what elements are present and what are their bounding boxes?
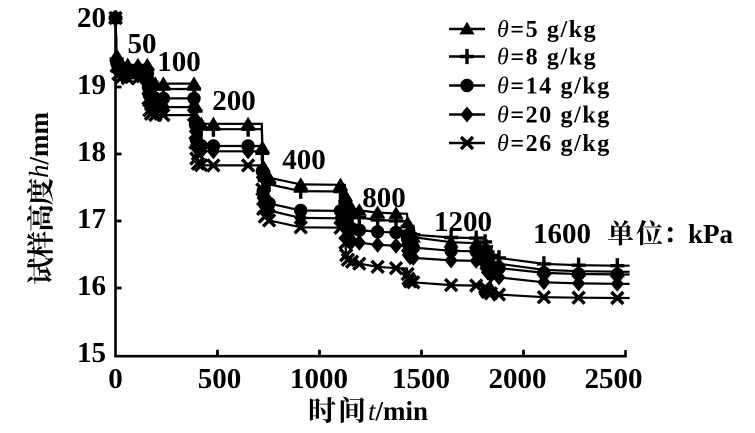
svg-text:2000: 2000 bbox=[489, 363, 547, 395]
svg-text:θ=26 g/kg: θ=26 g/kg bbox=[497, 131, 611, 157]
svg-text:h/mm: h/mm bbox=[24, 112, 54, 178]
svg-text:2500: 2500 bbox=[585, 363, 643, 395]
svg-text:50: 50 bbox=[128, 28, 157, 60]
svg-text:19: 19 bbox=[77, 69, 106, 101]
svg-text:15: 15 bbox=[77, 337, 106, 369]
svg-text:1000: 1000 bbox=[290, 363, 348, 395]
svg-text:1600: 1600 bbox=[533, 218, 591, 250]
svg-text:1500: 1500 bbox=[392, 363, 450, 395]
svg-text:20: 20 bbox=[77, 2, 106, 34]
svg-text:18: 18 bbox=[77, 136, 106, 168]
svg-text:θ=20 g/kg: θ=20 g/kg bbox=[497, 103, 611, 129]
svg-text:100: 100 bbox=[157, 46, 201, 78]
svg-text:200: 200 bbox=[212, 85, 256, 117]
svg-text:17: 17 bbox=[77, 203, 106, 235]
svg-text:1200: 1200 bbox=[434, 206, 492, 238]
svg-text:0: 0 bbox=[108, 363, 123, 395]
svg-text:t/min: t/min bbox=[368, 396, 428, 426]
svg-text:θ=8 g/kg: θ=8 g/kg bbox=[497, 45, 597, 71]
svg-text:kPa: kPa bbox=[688, 219, 734, 249]
svg-text:16: 16 bbox=[77, 270, 106, 302]
svg-text:θ=14 g/kg: θ=14 g/kg bbox=[497, 74, 611, 100]
svg-text:400: 400 bbox=[282, 144, 326, 176]
svg-text:500: 500 bbox=[198, 363, 242, 395]
svg-text:800: 800 bbox=[362, 182, 406, 214]
svg-text:θ=5 g/kg: θ=5 g/kg bbox=[497, 17, 597, 43]
